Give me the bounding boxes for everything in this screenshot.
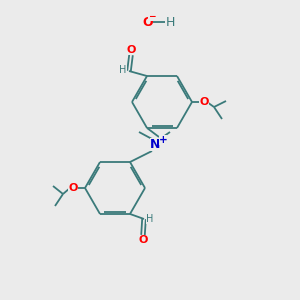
Text: +: + (159, 135, 167, 145)
Text: O: O (138, 235, 148, 245)
Text: O: O (68, 183, 78, 193)
Text: O: O (199, 97, 209, 107)
Text: H: H (119, 65, 127, 75)
Text: H: H (146, 214, 154, 224)
Text: −: − (148, 12, 156, 21)
Text: O: O (143, 16, 153, 28)
Text: N: N (150, 137, 160, 151)
Text: H: H (165, 16, 175, 28)
Text: O: O (126, 45, 136, 55)
